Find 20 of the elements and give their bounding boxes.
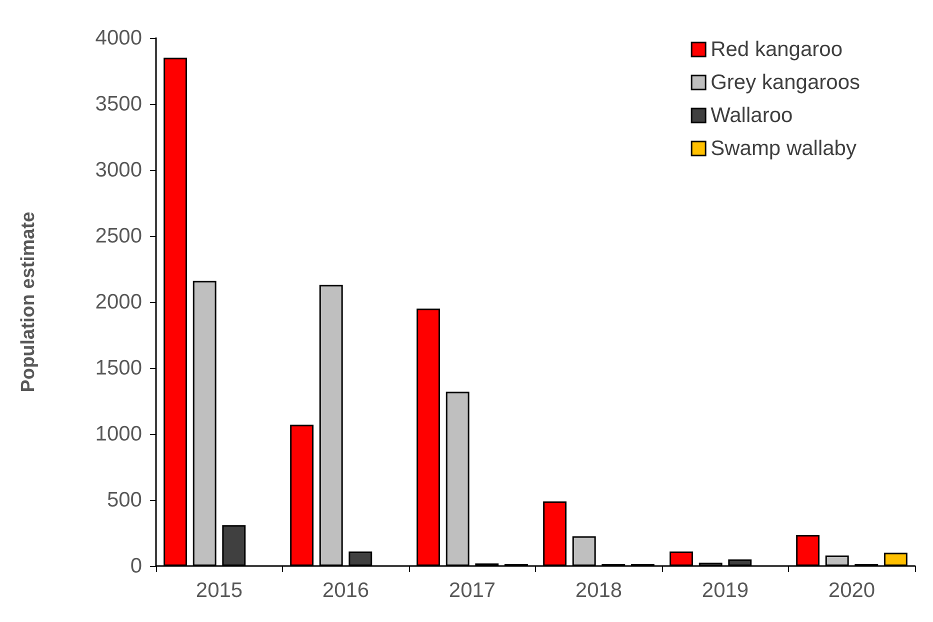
x-tick-label: 2018 <box>575 579 622 602</box>
x-tick-label: 2020 <box>828 579 876 602</box>
x-tick-label: 2019 <box>702 579 749 602</box>
y-tick-label: 1000 <box>95 422 142 446</box>
y-axis-title: Population estimate <box>18 212 39 392</box>
legend-label: Wallaroo <box>710 104 793 127</box>
y-tick-label: 2000 <box>95 290 142 314</box>
y-tick-label: 1500 <box>95 356 142 380</box>
legend-label: Swamp wallaby <box>710 137 857 160</box>
legend-label: Grey kangaroos <box>710 71 860 94</box>
y-tick-label: 3000 <box>95 158 142 182</box>
y-tick-label: 4000 <box>95 26 142 50</box>
x-tick-label: 2016 <box>322 579 370 602</box>
legend-label: Red kangaroo <box>710 38 843 61</box>
y-tick-label: 0 <box>130 554 142 578</box>
x-tick-label: 2017 <box>448 579 496 602</box>
y-tick-label: 3500 <box>95 92 142 116</box>
y-tick-label: 500 <box>106 488 142 512</box>
x-tick-label: 2015 <box>196 579 243 602</box>
y-tick-label: 2500 <box>95 224 142 248</box>
